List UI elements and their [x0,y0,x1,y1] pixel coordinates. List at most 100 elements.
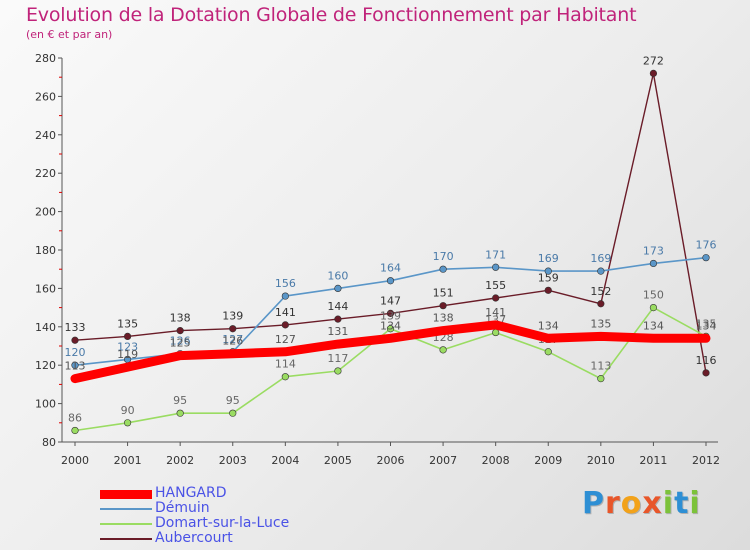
y-tick-label: 180 [35,244,56,257]
data-label: 113 [65,360,86,373]
data-label: 114 [275,358,296,371]
data-label: 117 [327,352,348,365]
x-tick-label: 2002 [166,454,194,467]
data-point [281,321,289,329]
data-label: 127 [222,333,243,346]
data-label: 134 [380,319,401,332]
x-tick-label: 2011 [639,454,667,467]
data-point [649,259,658,268]
data-label: 134 [696,319,717,332]
data-point [597,375,605,383]
data-label: 135 [117,317,138,330]
data-point [71,361,79,369]
data-point [229,409,237,417]
x-tick-label: 2008 [482,454,510,467]
x-tick-label: 2010 [587,454,615,467]
data-point [281,373,289,381]
data-label: 123 [117,340,138,353]
data-point [229,325,237,333]
data-point [281,292,289,300]
data-point [649,69,658,77]
data-label: 147 [380,294,401,307]
x-tick-label: 2006 [377,454,405,467]
legend-label: Domart-sur-la-Luce [155,515,290,531]
data-point [597,267,605,275]
data-label: 125 [170,337,191,350]
data-label: 134 [643,319,664,332]
data-label: 151 [433,287,454,300]
data-label: 120 [65,346,86,359]
data-point [439,302,447,310]
data-label: 127 [275,333,296,346]
y-tick-label: 160 [35,282,56,295]
data-label: 113 [590,360,611,373]
x-tick-label: 2004 [271,454,299,467]
data-label: 176 [696,239,717,252]
legend-label: Aubercourt [155,530,233,546]
data-label: 152 [590,285,611,298]
x-tick-label: 2007 [429,454,457,467]
data-point [544,348,552,356]
x-tick-label: 2003 [219,454,247,467]
data-label: 138 [170,312,191,325]
y-tick-label: 220 [35,167,56,180]
y-tick-label: 280 [35,52,56,65]
y-tick-label: 100 [35,398,56,411]
data-point [439,265,447,273]
data-point [386,277,395,285]
data-label: 135 [590,317,611,330]
y-tick-label: 200 [35,206,56,219]
legend-label: Démuin [155,500,210,516]
chart-title: Evolution de la Dotation Globale de Fonc… [26,4,637,26]
data-point [439,346,447,354]
data-label: 139 [380,310,401,323]
data-point [71,426,79,435]
data-point [649,304,658,312]
data-label: 150 [643,289,664,302]
data-label: 86 [68,411,82,424]
data-point [123,332,132,341]
data-point [492,328,500,337]
proxiti-logo: Proxiti [582,486,701,521]
data-label: 135 [696,317,717,330]
data-label: 126 [222,335,243,348]
x-tick-label: 2001 [114,454,142,467]
data-label: 171 [485,248,506,261]
data-point [492,294,500,302]
data-label: 133 [65,321,86,334]
data-point [123,419,132,427]
legend-label: HANGARD [155,485,227,501]
data-label: 141 [485,306,506,319]
data-label: 90 [121,404,135,417]
data-point [386,309,395,317]
data-label: 126 [170,335,191,348]
legend-swatch [100,538,152,540]
data-point [71,336,79,344]
data-label: 160 [327,269,348,282]
data-point [176,327,184,335]
x-tick-label: 2012 [692,454,720,467]
data-point [544,286,552,294]
data-label: 119 [117,348,138,361]
y-tick-label: 240 [35,129,56,142]
y-tick-label: 260 [35,90,56,103]
data-label: 144 [327,300,348,313]
y-tick-label: 120 [35,359,56,372]
legend-swatch [100,508,152,510]
data-label: 159 [538,271,559,284]
data-label: 95 [226,394,240,407]
data-point [492,263,500,271]
x-tick-label: 2009 [534,454,562,467]
data-label: 169 [538,252,559,265]
y-tick-label: 140 [35,321,56,334]
data-label: 156 [275,277,296,290]
data-label: 95 [173,394,187,407]
data-point [386,325,395,333]
chart-subtitle: (en € et par an) [26,28,113,41]
data-label: 141 [275,306,296,319]
data-point [176,409,184,417]
data-label: 272 [643,54,664,67]
data-point [544,267,552,275]
data-label: 138 [433,312,454,325]
